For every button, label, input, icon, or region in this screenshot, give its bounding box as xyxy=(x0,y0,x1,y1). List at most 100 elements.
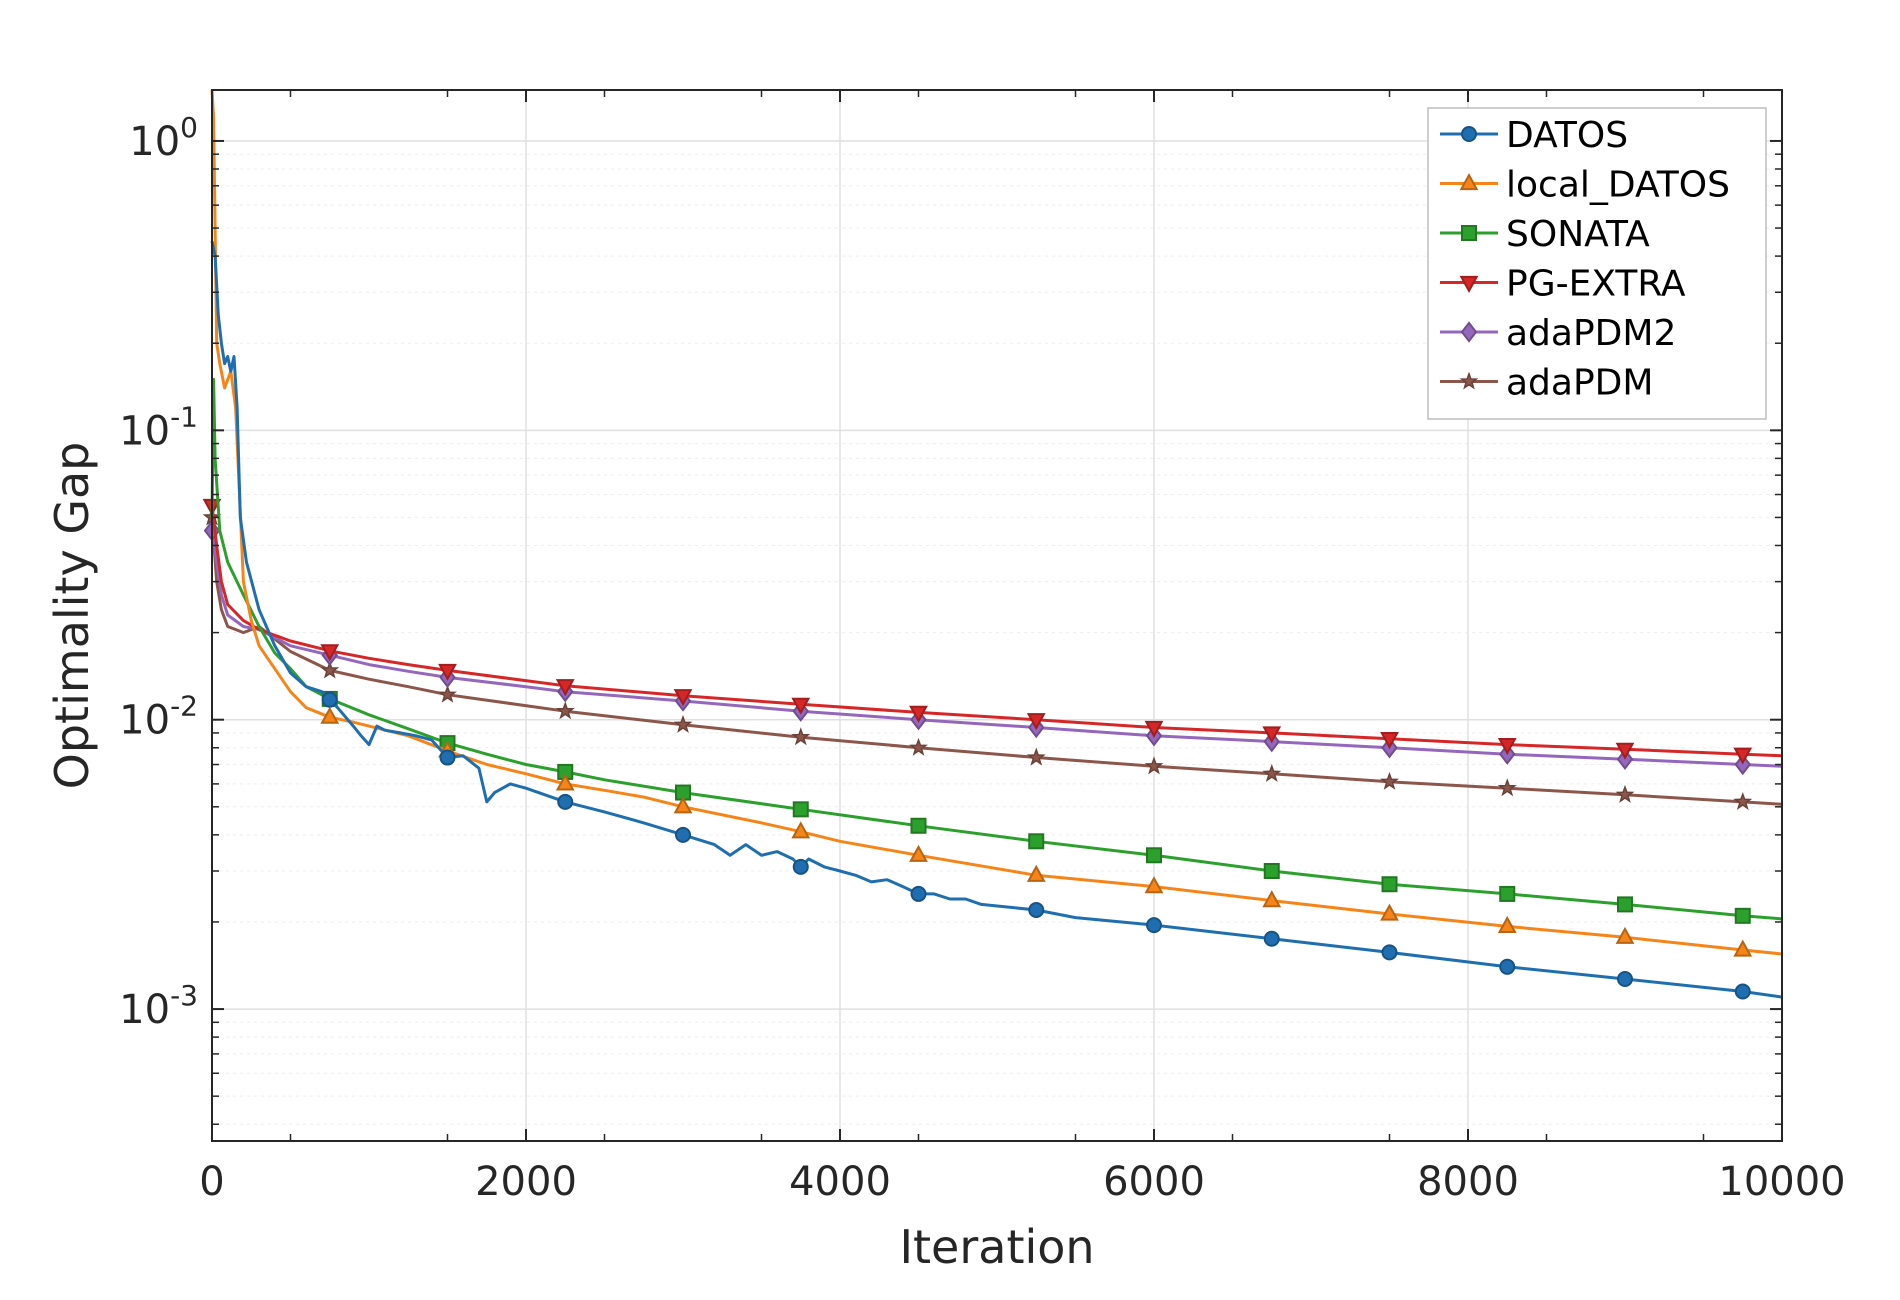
data-point-local-datos xyxy=(909,844,928,862)
data-point-pg-extra xyxy=(1026,713,1046,731)
series-layer xyxy=(202,89,1783,1000)
data-point-datos xyxy=(1499,958,1516,975)
legend-item-adapdm: adaPDM xyxy=(1440,363,1653,404)
data-point-sonata xyxy=(1499,885,1516,902)
legend-marker xyxy=(1459,173,1479,191)
y-tick-label: 100 xyxy=(129,111,198,165)
data-point-pg-extra xyxy=(1497,738,1517,756)
data-point-sonata xyxy=(910,817,927,834)
legend-marker xyxy=(1460,321,1478,343)
data-point-adapdm xyxy=(791,727,811,746)
data-point-adapdm xyxy=(1026,747,1046,766)
x-tick-label: 6000 xyxy=(1103,1159,1205,1205)
y-tick-label: 10-3 xyxy=(119,979,198,1033)
y-tick-labels: 10-3 10-2 10-1 100 xyxy=(119,111,198,1033)
y-tick-label: 10-2 xyxy=(119,690,198,744)
legend-marker xyxy=(1461,126,1477,142)
data-point-adapdm xyxy=(1733,792,1753,810)
data-point-adapdm xyxy=(1144,756,1164,775)
data-point-local-datos xyxy=(1026,864,1046,882)
legend-label: DATOS xyxy=(1506,115,1628,156)
data-point-local-datos xyxy=(791,821,811,839)
legend: DATOS local_DATOS SONATA PG-EXTRA adaPDM2 ada… xyxy=(1427,107,1767,420)
data-point-adapdm xyxy=(1262,763,1282,782)
data-point-adapdm xyxy=(1497,778,1517,797)
data-point-adapdm xyxy=(438,684,457,703)
data-point-adapdm xyxy=(673,714,693,733)
x-tick-label: 4000 xyxy=(789,1159,891,1205)
y-tick-label: 10-1 xyxy=(119,400,198,454)
data-point-datos xyxy=(1381,944,1398,961)
data-point-sonata xyxy=(1028,833,1045,850)
data-point-sonata xyxy=(1263,863,1280,880)
data-point-local-datos xyxy=(1380,903,1399,921)
legend-label: adaPDM2 xyxy=(1506,313,1676,354)
legend-marker xyxy=(1461,225,1477,241)
data-point-sonata xyxy=(1146,847,1162,864)
series-pg-extra xyxy=(202,498,1783,765)
legend-label: SONATA xyxy=(1506,214,1650,255)
x-tick-label: 0 xyxy=(199,1159,224,1205)
series-line-datos xyxy=(210,240,1783,999)
data-point-sonata xyxy=(792,801,809,818)
data-point-sonata xyxy=(1617,896,1633,913)
data-point-pg-extra xyxy=(791,697,811,715)
data-point-datos xyxy=(1734,983,1751,1000)
data-point-sonata xyxy=(1381,876,1398,893)
tick-marks xyxy=(211,90,1783,1141)
data-point-local-datos xyxy=(1497,915,1517,934)
x-tick-label: 10000 xyxy=(1718,1159,1845,1205)
x-tick-label: 2000 xyxy=(475,1159,577,1205)
x-tick-label: 8000 xyxy=(1417,1159,1519,1205)
data-point-adapdm xyxy=(1380,771,1399,790)
data-point-datos xyxy=(1263,930,1280,947)
data-point-datos xyxy=(910,885,927,902)
series-datos xyxy=(210,240,1783,1000)
legend-marker xyxy=(1459,371,1479,390)
data-point-datos xyxy=(792,858,809,875)
data-point-datos xyxy=(321,691,338,708)
data-point-datos xyxy=(675,826,691,843)
y-axis-label: Optimality Gap xyxy=(45,442,99,790)
data-point-adapdm xyxy=(1615,784,1635,803)
data-point-pg-extra xyxy=(1380,732,1399,750)
data-point-adapdm xyxy=(555,701,575,720)
data-point-local-datos xyxy=(1733,939,1753,957)
data-point-pg-extra xyxy=(320,644,340,662)
data-point-pg-extra xyxy=(438,663,457,681)
data-point-datos xyxy=(1146,917,1162,934)
legend-item-adapdm2: adaPDM2 xyxy=(1440,313,1676,354)
legend-item-pg-extra: PG-EXTRA xyxy=(1440,264,1686,305)
data-point-pg-extra xyxy=(673,689,693,707)
plot-frame xyxy=(211,89,1783,1142)
x-axis-label: Iteration xyxy=(899,1220,1094,1274)
legend-box xyxy=(1427,107,1767,420)
data-point-adapdm xyxy=(909,737,928,756)
legend-marker xyxy=(1459,275,1479,293)
data-point-pg-extra xyxy=(555,679,575,697)
data-point-sonata xyxy=(1734,907,1751,924)
data-point-pg-extra xyxy=(1615,742,1635,760)
legend-item-datos: DATOS xyxy=(1440,115,1628,156)
data-point-local-datos xyxy=(1262,890,1282,908)
legend-label: PG-EXTRA xyxy=(1506,264,1686,305)
legend-item-local-datos: local_DATOS xyxy=(1440,165,1730,206)
data-point-pg-extra xyxy=(1733,747,1753,765)
series-line-sonata xyxy=(210,377,1783,921)
legend-item-sonata: SONATA xyxy=(1440,214,1650,255)
data-point-local-datos xyxy=(1144,876,1164,894)
data-point-datos xyxy=(557,793,574,810)
data-point-pg-extra xyxy=(909,705,928,723)
data-point-datos xyxy=(1028,901,1045,918)
data-point-datos xyxy=(1617,971,1633,988)
data-point-pg-extra xyxy=(1262,726,1282,744)
data-point-local-datos xyxy=(1615,926,1635,944)
data-point-local-datos xyxy=(320,706,340,724)
legend-label: adaPDM xyxy=(1506,363,1653,404)
x-tick-labels: 0 2000 4000 6000 8000 10000 xyxy=(199,1159,1845,1205)
data-point-pg-extra xyxy=(1144,720,1164,738)
data-point-local-datos xyxy=(673,796,693,814)
data-point-adapdm xyxy=(320,660,340,679)
data-point-local-datos xyxy=(555,773,575,791)
